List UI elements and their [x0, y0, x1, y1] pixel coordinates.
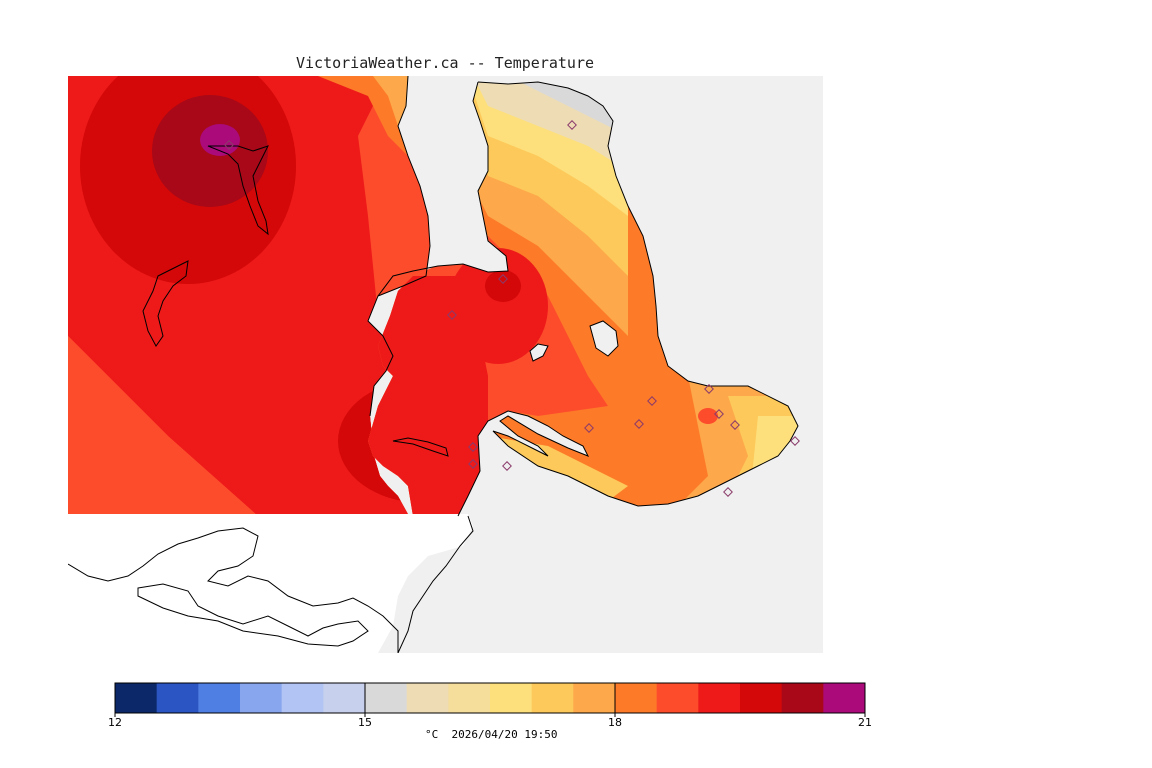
- west-coastline: [367, 76, 431, 417]
- units-and-timestamp: °C 2026/04/20 19:50: [425, 728, 558, 741]
- color-scale-bar: [114, 682, 866, 717]
- legend-color-swatch: [573, 683, 616, 713]
- station-marker[interactable]: [567, 120, 577, 130]
- station-marker[interactable]: [502, 461, 512, 471]
- station-marker[interactable]: [704, 384, 714, 394]
- station-marker[interactable]: [730, 420, 740, 430]
- legend-color-swatch: [365, 683, 408, 713]
- legend-tick-label: 21: [858, 716, 872, 729]
- station-marker[interactable]: [224, 140, 234, 150]
- map-canvas: [68, 76, 800, 653]
- legend-color-swatch: [156, 683, 199, 713]
- legend-color-swatch: [615, 683, 658, 713]
- east-lake-outline: [589, 320, 619, 357]
- legend-color-swatch: [740, 683, 783, 713]
- station-marker[interactable]: [634, 419, 644, 429]
- color-scale-legend: [114, 682, 866, 717]
- southern-island-outline: [137, 583, 369, 647]
- saanich-inlet-outline: [377, 81, 509, 297]
- east-coastline: [457, 81, 799, 517]
- legend-color-swatch: [823, 683, 866, 713]
- station-marker[interactable]: [498, 274, 508, 284]
- inland-lake-north: [207, 145, 269, 236]
- legend-color-swatch: [448, 683, 491, 713]
- southern-coastline: [68, 515, 474, 653]
- legend-color-swatch: [781, 683, 824, 713]
- legend-color-swatch: [656, 683, 699, 713]
- legend-color-swatch: [198, 683, 241, 713]
- east-temperature-field: [368, 82, 798, 516]
- temperature-map[interactable]: [68, 76, 823, 653]
- legend-color-swatch: [323, 683, 366, 713]
- station-marker[interactable]: [714, 409, 724, 419]
- station-marker[interactable]: [723, 487, 733, 497]
- legend-tick-label: 15: [358, 716, 372, 729]
- legend-color-swatch: [281, 683, 324, 713]
- map-title: VictoriaWeather.ca -- Temperature: [296, 54, 595, 72]
- legend-color-swatch: [115, 683, 158, 713]
- east-small-lake: [529, 343, 549, 362]
- station-marker[interactable]: [790, 436, 800, 446]
- legend-color-swatch: [406, 683, 449, 713]
- station-marker[interactable]: [584, 423, 594, 433]
- inland-lake-south: [392, 437, 449, 457]
- weather-stations[interactable]: [224, 120, 800, 497]
- legend-tick-label: 12: [108, 716, 122, 729]
- station-marker[interactable]: [447, 310, 457, 320]
- legend-color-swatch: [531, 683, 574, 713]
- station-marker[interactable]: [468, 459, 478, 469]
- legend-color-swatch: [240, 683, 283, 713]
- station-marker[interactable]: [468, 442, 478, 452]
- legend-color-swatch: [490, 683, 533, 713]
- inland-lake-west: [142, 260, 189, 347]
- legend-color-swatch: [698, 683, 741, 713]
- legend-tick-label: 18: [608, 716, 622, 729]
- station-marker[interactable]: [647, 396, 657, 406]
